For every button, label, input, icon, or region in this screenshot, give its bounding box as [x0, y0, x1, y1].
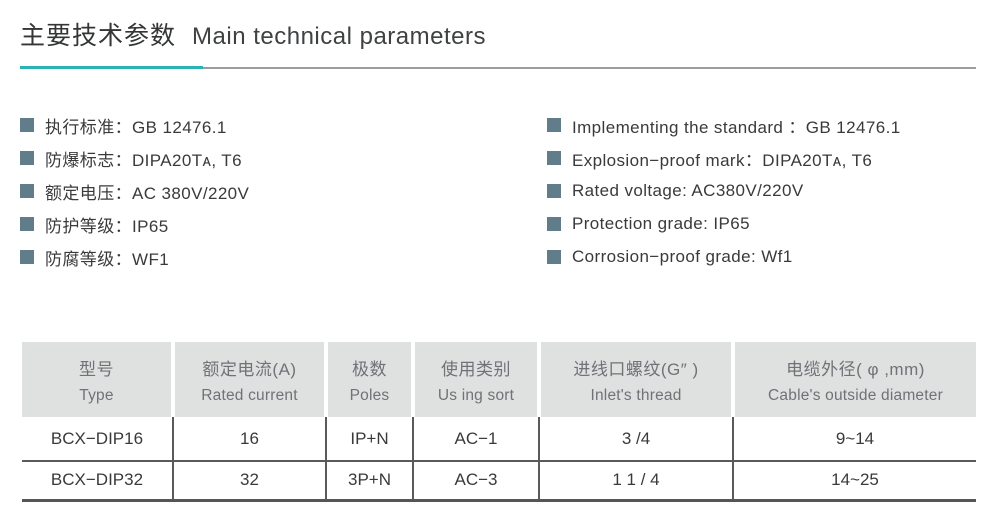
column-header-zh: 极数: [352, 359, 387, 379]
spec-item: 执行标准：GB 12476.1: [20, 115, 547, 137]
bullet-square-icon: [20, 250, 34, 264]
spec-item: Implementing the standard ：GB 12476.1: [547, 115, 982, 137]
bullet-square-icon: [20, 118, 34, 132]
column-header-zh: 额定电流(A): [202, 359, 297, 379]
title-underline: [20, 66, 976, 69]
bullet-square-icon: [547, 184, 561, 198]
spec-item: 防腐等级：WF1: [20, 247, 547, 269]
column-header-en: Rated current: [201, 386, 298, 404]
bullet-square-icon: [547, 151, 561, 165]
column-header-type: 型号 Type: [22, 342, 173, 417]
column-header-zh: 使用类别: [441, 359, 511, 379]
spec-item: 防护等级：IP65: [20, 214, 547, 236]
column-header-using-sort: 使用类别 Us ing sort: [411, 342, 539, 417]
bullet-square-icon: [547, 217, 561, 231]
table-cell: IP+N: [325, 417, 413, 461]
spec-text: Implementing the standard ：GB 12476.1: [572, 117, 901, 137]
table-header-row: 型号 Type 额定电流(A) Rated current 极数 Poles 使…: [22, 342, 976, 417]
spec-text: Protection grade: IP65: [572, 214, 750, 233]
spec-item: 额定电压：AC 380V/220V: [20, 181, 547, 203]
column-header-zh: 进线口螺纹(G″ ): [573, 359, 699, 379]
table-cell: BCX−DIP32: [22, 460, 173, 502]
spec-text: Explosion−proof mark：DIPA20Tᴀ, T6: [572, 150, 873, 170]
spec-item: Rated voltage: AC380V/220V: [547, 181, 982, 201]
spec-item: Explosion−proof mark：DIPA20Tᴀ, T6: [547, 148, 982, 170]
spec-text: 防爆标志：DIPA20Tᴀ, T6: [45, 150, 242, 170]
spec-item: Corrosion−proof grade: Wf1: [547, 247, 982, 267]
table-body: BCX−DIP16 16 IP+N AC−1 3 /4 9~14 BCX−DIP…: [22, 417, 976, 502]
spec-text: 防腐等级：WF1: [45, 249, 170, 269]
bullet-square-icon: [20, 217, 34, 231]
bullet-square-icon: [547, 118, 561, 132]
column-header-zh: 型号: [79, 359, 114, 379]
page-title-en: Main technical parameters: [192, 23, 486, 50]
page-title-zh: 主要技术参数: [20, 22, 177, 50]
column-header-poles: 极数 Poles: [324, 342, 413, 417]
spec-lists: 执行标准：GB 12476.1 防爆标志：DIPA20Tᴀ, T6 额定电压：A…: [20, 115, 982, 280]
column-header-zh: 电缆外径( φ ,mm): [786, 359, 925, 379]
table-row: BCX−DIP16 16 IP+N AC−1 3 /4 9~14: [22, 417, 976, 461]
spec-item: 防爆标志：DIPA20Tᴀ, T6: [20, 148, 547, 170]
spec-text: 额定电压：AC 380V/220V: [45, 183, 250, 203]
spec-text: 执行标准：GB 12476.1: [45, 117, 227, 137]
page: 主要技术参数 Main technical parameters 执行标准：GB…: [20, 16, 982, 502]
table-cell: AC−3: [412, 460, 539, 502]
spec-item: Protection grade: IP65: [547, 214, 982, 234]
table-cell: 32: [172, 460, 326, 502]
column-header-cable-diameter: 电缆外径( φ ,mm) Cable's outside diameter: [731, 342, 976, 417]
page-title: 主要技术参数 Main technical parameters: [20, 16, 982, 52]
table-cell: 16: [172, 417, 326, 461]
spec-list-zh: 执行标准：GB 12476.1 防爆标志：DIPA20Tᴀ, T6 额定电压：A…: [20, 115, 547, 280]
table-cell: 1 1 / 4: [538, 460, 733, 502]
table-cell: 3 /4: [538, 417, 733, 461]
column-header-rated-current: 额定电流(A) Rated current: [171, 342, 326, 417]
spec-text: Rated voltage: AC380V/220V: [572, 181, 804, 200]
table-cell: AC−1: [412, 417, 539, 461]
spec-list-en: Implementing the standard ：GB 12476.1 Ex…: [547, 115, 982, 280]
spec-text: 防护等级：IP65: [45, 216, 169, 236]
column-header-en: Us ing sort: [437, 386, 515, 404]
bullet-square-icon: [547, 250, 561, 264]
column-header-en: Inlet's thread: [590, 386, 682, 404]
table-header: 型号 Type 额定电流(A) Rated current 极数 Poles 使…: [22, 342, 976, 417]
bullet-square-icon: [20, 184, 34, 198]
table-row: BCX−DIP32 32 3P+N AC−3 1 1 / 4 14~25: [22, 460, 976, 502]
column-header-inlet-thread: 进线口螺纹(G″ ) Inlet's thread: [537, 342, 733, 417]
column-header-en: Type: [79, 386, 114, 404]
table-cell: 9~14: [732, 417, 976, 461]
bullet-square-icon: [20, 151, 34, 165]
table-cell: 14~25: [732, 460, 976, 502]
title-underline-gray: [20, 67, 976, 69]
title-underline-accent: [20, 66, 203, 69]
table-cell: BCX−DIP16: [22, 417, 173, 461]
table-cell: 3P+N: [325, 460, 413, 502]
column-header-en: Poles: [349, 386, 390, 404]
spec-text: Corrosion−proof grade: Wf1: [572, 247, 793, 266]
column-header-en: Cable's outside diameter: [768, 386, 943, 404]
parameters-table: 型号 Type 额定电流(A) Rated current 极数 Poles 使…: [22, 342, 976, 502]
